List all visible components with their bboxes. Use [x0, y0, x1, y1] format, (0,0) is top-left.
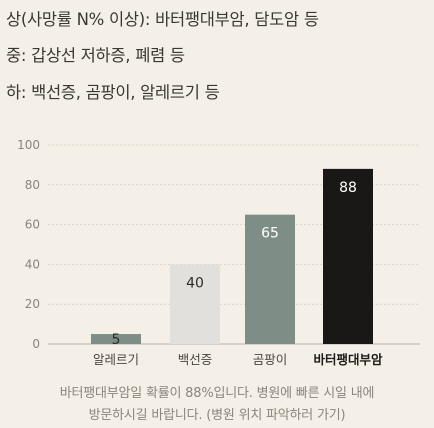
y-tick-label: 100	[17, 138, 40, 152]
y-tick-label: 60	[25, 218, 40, 232]
x-category-label: 백선증	[178, 352, 213, 367]
severity-high-line: 상(사망률 N% 이상): 바터팽대부암, 담도암 등	[6, 10, 319, 29]
bar-value-label: 65	[261, 226, 279, 242]
y-tick-label: 40	[25, 257, 40, 271]
bar-value-label: 40	[186, 275, 204, 291]
x-category-label: 바터팽대부암	[313, 352, 383, 367]
y-tick-label: 20	[25, 297, 40, 311]
disease-probability-chart: 0 20 40 60 80 100 5 알레르기 40 백선증 65 곰팡이 88 바터팽대부암	[17, 138, 420, 367]
bar-value-label: 88	[339, 180, 357, 196]
bar-2	[170, 264, 220, 344]
x-category-label: 알레르기	[93, 352, 139, 367]
y-tick-label: 80	[25, 178, 40, 192]
y-tick-label: 0	[32, 337, 40, 351]
x-category-label: 곰팡이	[253, 352, 288, 367]
bar-value-label: 5	[112, 332, 121, 348]
hospital-link-message[interactable]: 방문하시길 바랍니다. (병원 위치 파악하러 가기)	[88, 408, 346, 423]
bar-3	[245, 214, 295, 344]
bar-1	[91, 334, 141, 344]
severity-low-line: 하: 백선증, 곰팡이, 알레르기 등	[6, 83, 220, 102]
bar-4	[323, 168, 373, 344]
severity-medium-line: 중: 갑상선 저하증, 폐렴 등	[6, 46, 185, 65]
result-message: 바터팽대부암일 확률이 88%입니다. 병원에 빠른 시일 내에	[59, 386, 375, 401]
